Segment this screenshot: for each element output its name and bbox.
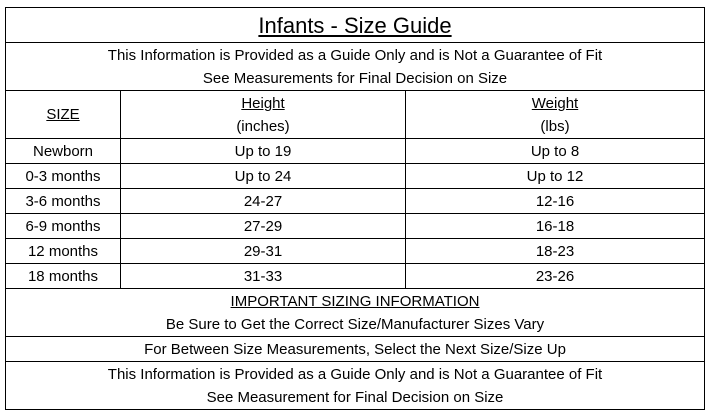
size-cell: 18 months <box>5 263 121 289</box>
size-cell: 24-27 <box>120 188 406 214</box>
size-row: 6-9 months 27-29 16-18 <box>5 213 706 239</box>
disclaimer-line: See Measurement for Final Decision on Si… <box>206 388 504 406</box>
size-cell: 23-26 <box>404 263 706 289</box>
between-sizes: For Between Size Measurements, Select th… <box>4 336 706 362</box>
size-cell: 0-3 months <box>5 163 121 189</box>
disclaimer-line: See Measurements for Final Decision on S… <box>202 69 508 87</box>
important-row: IMPORTANT SIZING INFORMATION Be Sure to G… <box>4 288 706 337</box>
size-cell: 12 months <box>5 238 121 264</box>
important-heading: IMPORTANT SIZING INFORMATION <box>230 292 480 310</box>
size-row: 0-3 months Up to 24 Up to 12 <box>5 163 706 189</box>
size-row: 3-6 months 24-27 12-16 <box>5 188 706 214</box>
size-cell: 18-23 <box>404 238 706 264</box>
between-row: For Between Size Measurements, Select th… <box>4 336 706 362</box>
disclaimer-cell: This Information is Provided as a Guide … <box>4 361 706 410</box>
size-cell: Up to 12 <box>404 163 706 189</box>
table-body: Infants - Size Guide This Information is… <box>4 7 706 410</box>
disclaimer-row: This Information is Provided as a Guide … <box>4 361 706 410</box>
size-cell: 16-18 <box>404 213 706 239</box>
important-text: Be Sure to Get the Correct Size/Manufact… <box>165 315 545 333</box>
size-row: 12 months 29-31 18-23 <box>5 238 706 264</box>
size-row: Newborn Up to 19 Up to 8 <box>5 138 706 164</box>
size-cell: 27-29 <box>120 213 406 239</box>
header-height: Height <box>241 94 285 112</box>
header-row: SIZE Height (inches) Weight (lbs) <box>5 90 706 139</box>
header-cell: Height (inches) <box>120 90 406 139</box>
header-weight-unit: (lbs) <box>540 117 570 135</box>
title: Infants - Size Guide <box>258 12 452 38</box>
disclaimer-row: This Information is Provided as a Guide … <box>4 42 706 91</box>
size-cell: Up to 24 <box>120 163 406 189</box>
header-weight: Weight <box>531 94 579 112</box>
title-row: Infants - Size Guide <box>4 7 706 43</box>
title-cell: Infants - Size Guide <box>4 7 706 43</box>
size-row: 18 months 31-33 23-26 <box>5 263 706 289</box>
size-cell: 6-9 months <box>5 213 121 239</box>
size-cell: 29-31 <box>120 238 406 264</box>
size-guide-table: Infants - Size Guide This Information is… <box>4 7 706 410</box>
size-cell: 12-16 <box>404 188 706 214</box>
header-size: SIZE <box>46 106 80 123</box>
size-cell: 31-33 <box>120 263 406 289</box>
size-cell: Up to 8 <box>404 138 706 164</box>
size-cell: Up to 19 <box>120 138 406 164</box>
size-cell: 3-6 months <box>5 188 121 214</box>
disclaimer-line: This Information is Provided as a Guide … <box>107 46 603 64</box>
disclaimer-cell: This Information is Provided as a Guide … <box>4 42 706 91</box>
header-height-unit: (inches) <box>236 117 290 135</box>
disclaimer-line: This Information is Provided as a Guide … <box>107 365 603 383</box>
important-cell: IMPORTANT SIZING INFORMATION Be Sure to G… <box>4 288 706 337</box>
size-cell: Newborn <box>5 138 121 164</box>
header-cell: SIZE <box>5 90 121 139</box>
header-cell: Weight (lbs) <box>404 90 706 139</box>
